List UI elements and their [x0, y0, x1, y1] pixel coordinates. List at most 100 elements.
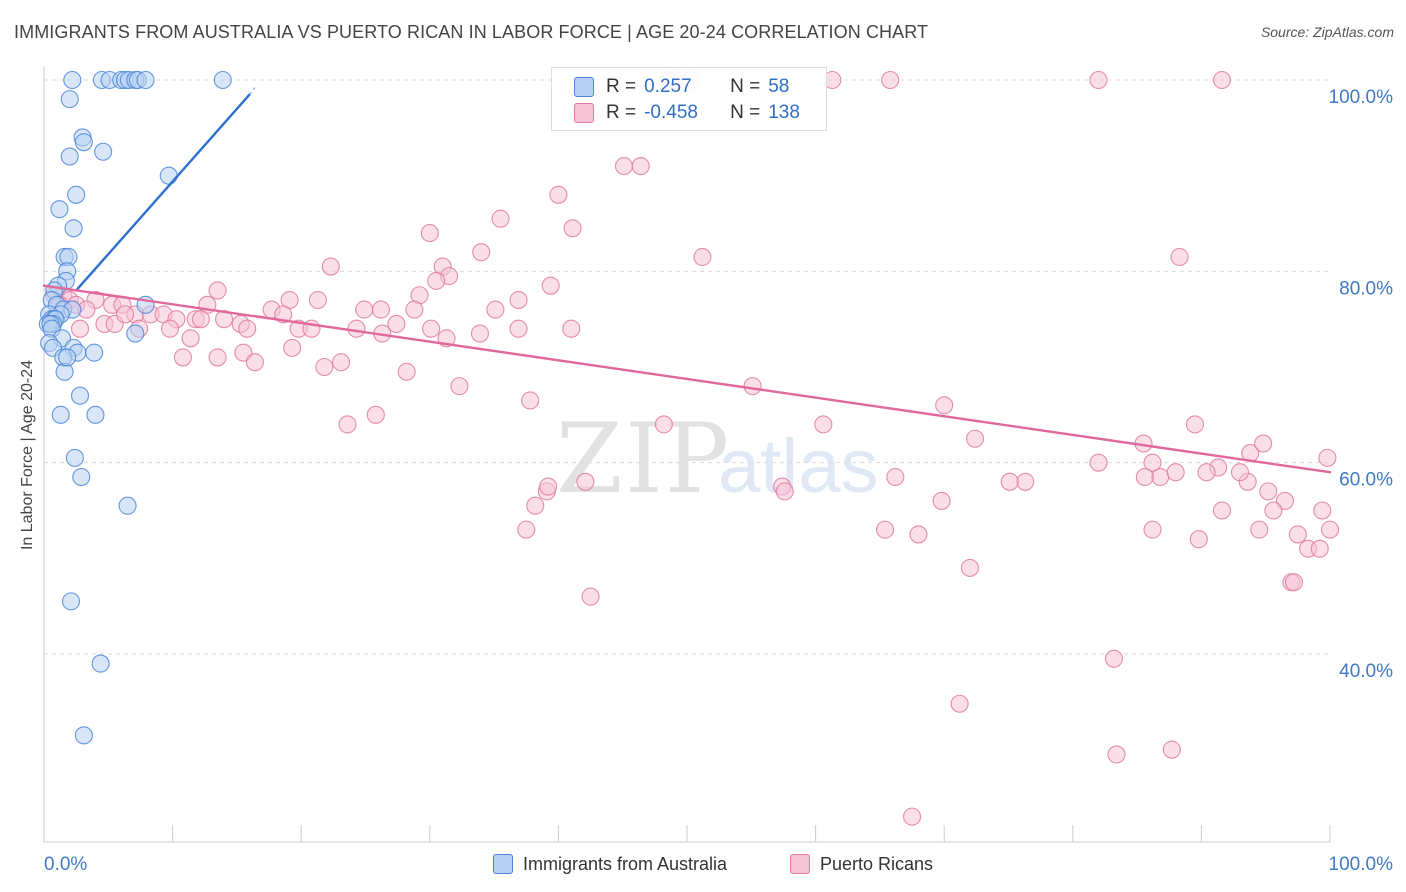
point-puerto-rican — [1162, 740, 1181, 759]
trend-line-puerto-rican — [42, 284, 1332, 474]
bottom-legend-australia: Immigrants from Australia — [493, 852, 727, 876]
point-australia — [51, 405, 70, 424]
point-australia — [67, 185, 86, 204]
point-puerto-rican — [308, 290, 327, 310]
point-puerto-rican — [654, 415, 673, 434]
point-puerto-rican — [693, 247, 712, 267]
point-puerto-rican — [576, 472, 595, 491]
legend-swatch-puerto-rican — [574, 103, 594, 123]
point-puerto-rican — [486, 300, 505, 319]
point-puerto-rican — [1104, 649, 1124, 668]
point-australia — [65, 448, 84, 467]
point-puerto-rican — [115, 305, 135, 324]
point-puerto-rican — [935, 396, 954, 415]
point-australia — [126, 324, 145, 343]
point-puerto-rican — [1189, 530, 1208, 549]
point-puerto-rican — [181, 329, 200, 348]
point-puerto-rican — [245, 353, 264, 372]
point-australia — [72, 467, 91, 487]
legend-n-label: N = — [730, 76, 761, 97]
trend-line-australia-extension — [249, 87, 256, 95]
legend-r-value: -0.458 — [644, 102, 698, 123]
point-puerto-rican — [1284, 573, 1304, 592]
point-puerto-rican — [902, 807, 922, 826]
point-puerto-rican — [355, 300, 374, 319]
point-australia — [50, 200, 69, 219]
point-puerto-rican — [1016, 472, 1035, 491]
legend-swatch-australia — [574, 77, 594, 97]
point-puerto-rican — [1250, 520, 1269, 539]
legend-r-label: R = — [606, 76, 637, 97]
point-puerto-rican — [1310, 539, 1329, 558]
point-puerto-rican — [950, 694, 969, 713]
point-puerto-rican — [526, 496, 545, 515]
trend-lines — [42, 87, 1332, 474]
point-puerto-rican — [1318, 448, 1337, 467]
point-puerto-rican — [539, 477, 558, 496]
point-puerto-rican — [1259, 482, 1278, 501]
point-puerto-rican — [347, 319, 366, 338]
point-puerto-rican — [909, 525, 928, 544]
watermark: ZIP atlas — [556, 403, 879, 515]
point-australia — [118, 496, 137, 515]
point-puerto-rican — [960, 558, 979, 577]
point-puerto-rican — [1166, 463, 1185, 482]
bottom-legend-label-australia: Immigrants from Australia — [523, 853, 728, 874]
point-australia — [64, 219, 83, 238]
point-puerto-rican — [517, 520, 536, 539]
point-australia — [60, 90, 79, 109]
point-puerto-rican — [1089, 453, 1108, 472]
point-puerto-rican — [405, 300, 424, 319]
point-puerto-rican — [366, 405, 385, 424]
axes — [43, 66, 1331, 843]
point-puerto-rican — [1313, 501, 1332, 520]
legend-row-puerto-rican: R = -0.458 N = 138 — [574, 101, 800, 125]
point-australia — [94, 142, 113, 161]
point-puerto-rican — [470, 324, 490, 343]
point-puerto-rican — [1170, 247, 1189, 267]
point-puerto-rican — [387, 314, 406, 334]
point-puerto-rican — [814, 415, 833, 434]
y-tick-label: 80.0% — [1339, 278, 1393, 299]
point-puerto-rican — [420, 224, 439, 243]
point-puerto-rican — [562, 319, 581, 338]
bottom-legend-label-puerto-rican: Puerto Ricans — [820, 853, 934, 874]
x-tick-label: 0.0% — [44, 854, 87, 875]
point-puerto-rican — [1264, 501, 1283, 520]
point-australia — [70, 386, 90, 405]
source-credit: Source: ZipAtlas.com — [1260, 24, 1394, 40]
point-australia — [74, 726, 93, 745]
point-puerto-rican — [208, 281, 227, 300]
point-puerto-rican — [521, 391, 540, 410]
point-puerto-rican — [743, 377, 762, 396]
data-points — [38, 70, 1340, 826]
bottom-legend-swatch-australia — [493, 854, 513, 874]
point-puerto-rican — [234, 343, 253, 362]
y-tick-label: 40.0% — [1339, 661, 1393, 682]
point-puerto-rican — [614, 157, 634, 176]
point-puerto-rican — [173, 348, 192, 367]
gridlines — [44, 79, 1330, 655]
correlation-legend: R = 0.257 N = 58 R = -0.458 N = 138 — [551, 67, 827, 131]
point-puerto-rican — [238, 319, 257, 338]
point-puerto-rican — [775, 482, 794, 501]
point-puerto-rican — [1135, 467, 1154, 487]
legend-n-value: 138 — [768, 102, 800, 123]
point-puerto-rican — [371, 300, 390, 319]
point-australia — [86, 405, 105, 424]
point-australia — [85, 343, 104, 362]
point-australia — [58, 348, 77, 367]
point-puerto-rican — [1089, 70, 1108, 90]
point-puerto-rican — [160, 319, 180, 338]
point-australia — [60, 147, 79, 166]
point-puerto-rican — [397, 362, 416, 381]
point-puerto-rican — [581, 587, 600, 606]
x-tick-label: 100.0% — [1329, 854, 1394, 875]
point-puerto-rican — [966, 429, 985, 448]
point-puerto-rican — [283, 338, 302, 357]
point-puerto-rican — [541, 276, 560, 295]
point-puerto-rican — [631, 157, 650, 176]
point-puerto-rican — [338, 415, 357, 434]
legend-row-australia: R = 0.257 N = 58 — [574, 75, 789, 99]
point-puerto-rican — [1143, 453, 1162, 472]
